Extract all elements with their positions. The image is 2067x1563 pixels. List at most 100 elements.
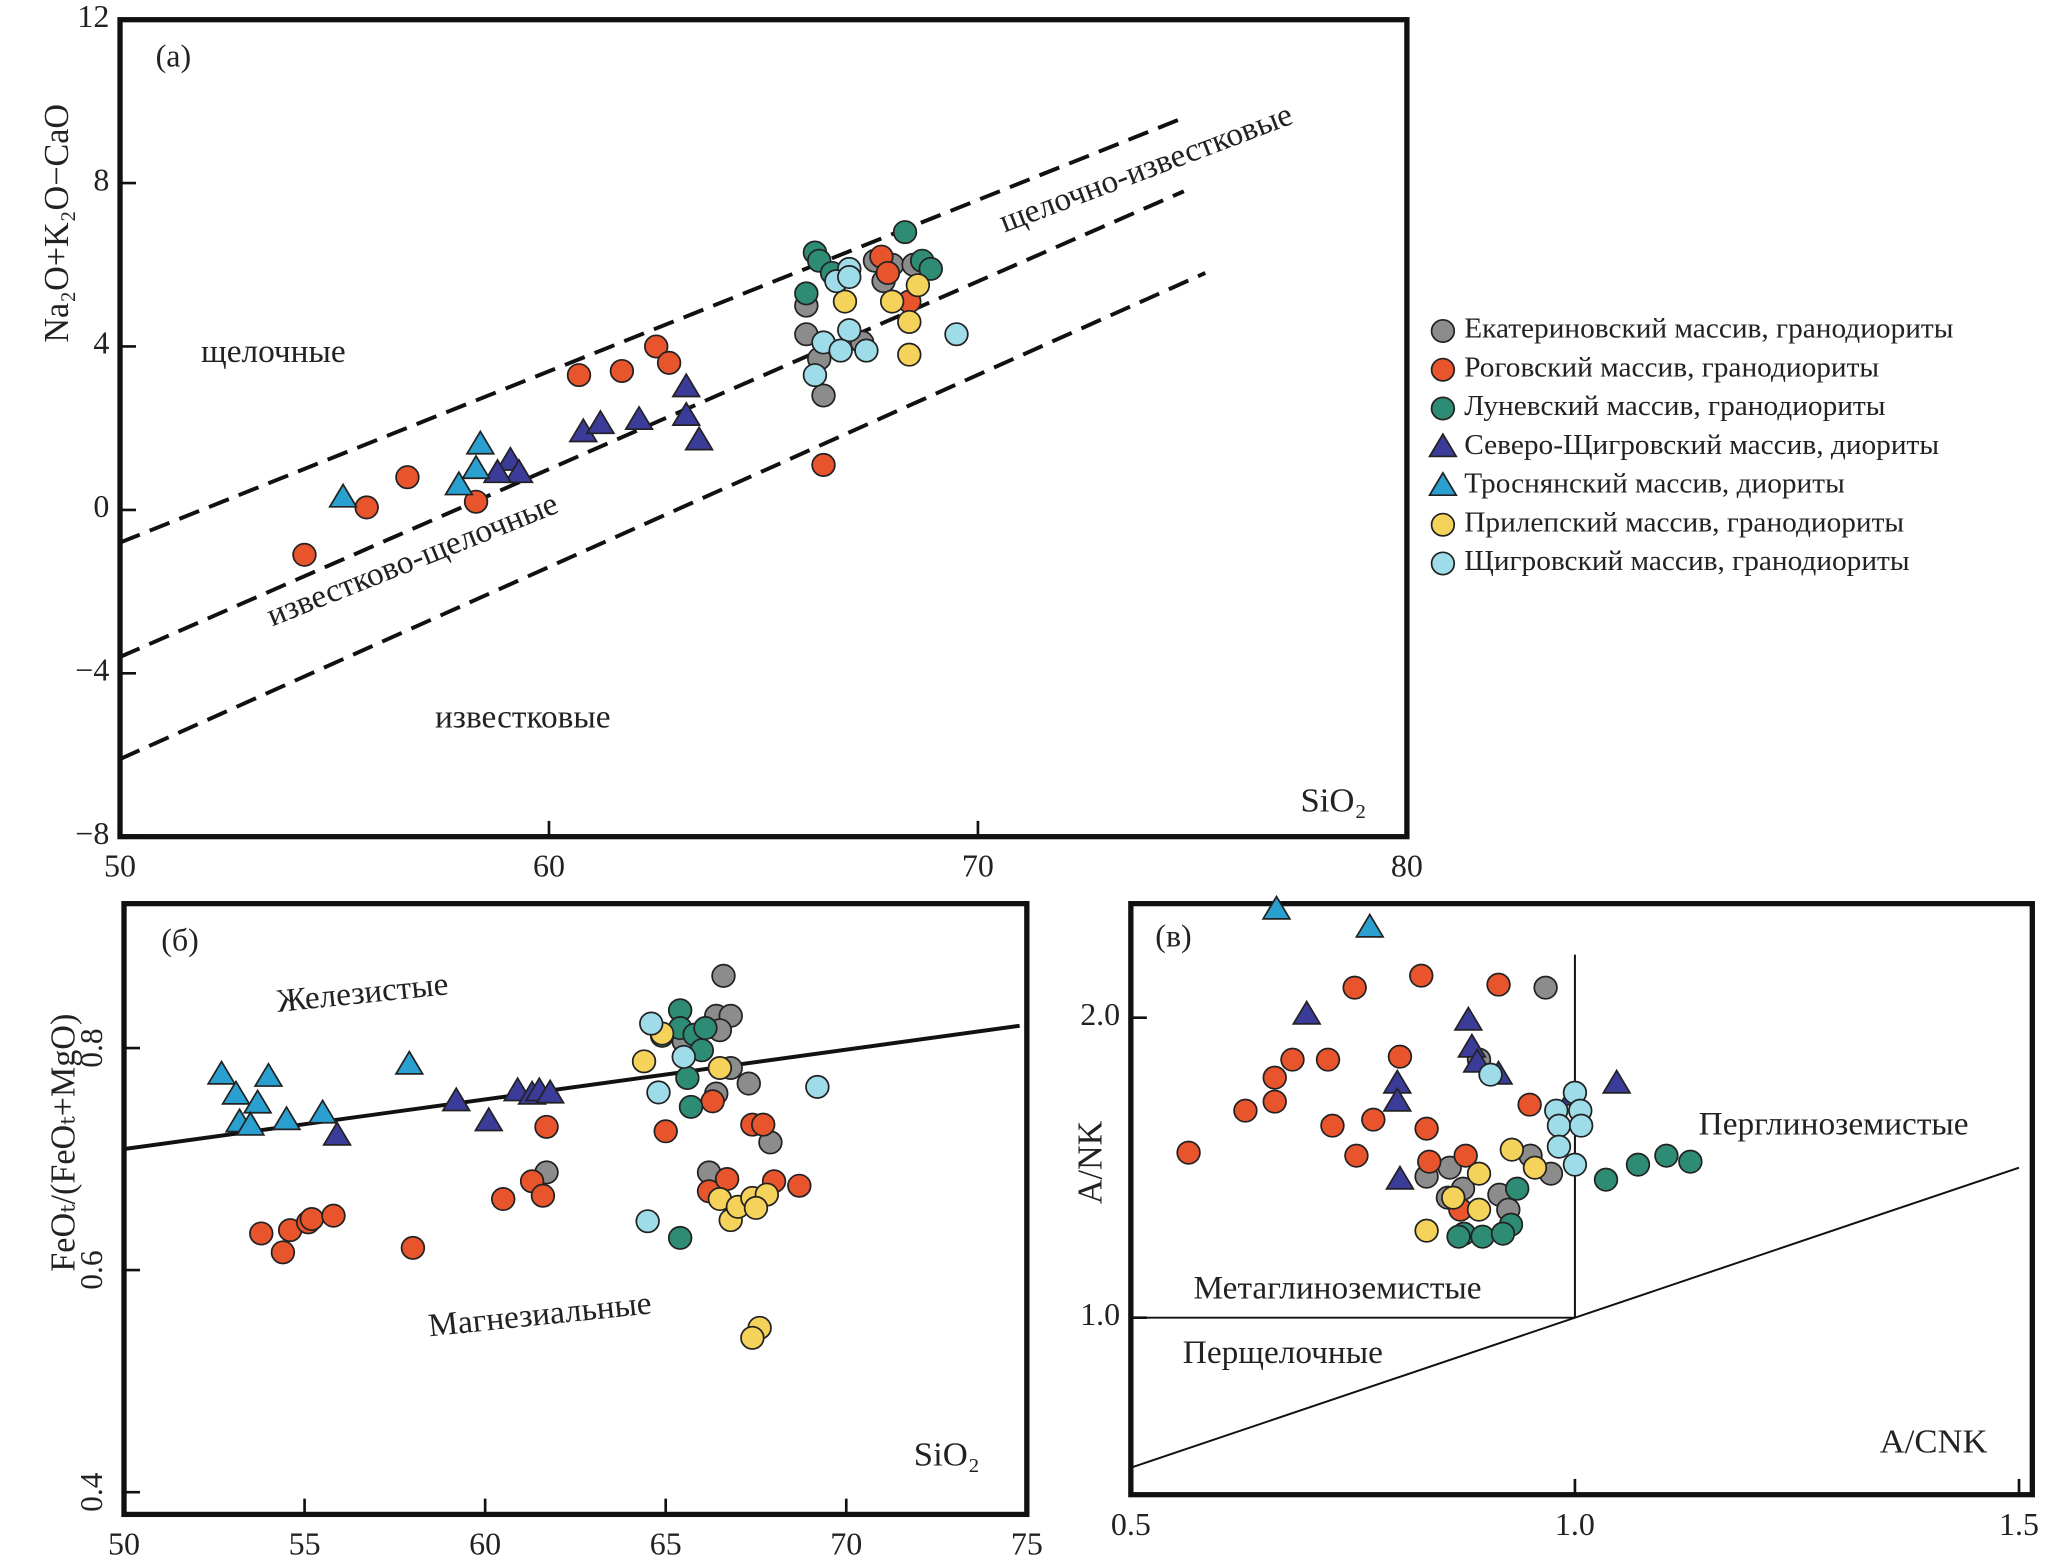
y-tick-label: 0.8: [74, 1028, 109, 1067]
x-tick-label: 75: [1011, 1527, 1043, 1562]
boundary-line: [119, 189, 1185, 659]
data-point: [707, 1055, 733, 1081]
x-tick-label: 65: [650, 1527, 682, 1562]
x-tick-label: 1.5: [1999, 1507, 2039, 1542]
y-axis-label: A/NK: [1071, 1121, 1109, 1205]
data-point: [1517, 1092, 1542, 1117]
data-point: [811, 383, 836, 408]
legend-label: Луневский массив, гранодиориты: [1464, 390, 1885, 422]
plot-frame: [1128, 901, 2035, 1498]
data-point: [802, 363, 828, 388]
data-point: [624, 405, 654, 431]
data-point: [1382, 1086, 1413, 1112]
data-point: [1593, 1167, 1619, 1192]
y-tick-label: 0: [93, 489, 109, 524]
data-point: [751, 1112, 776, 1137]
data-point: [905, 273, 931, 298]
data-point: [879, 289, 905, 314]
y-tick-label: 12: [77, 0, 109, 34]
y-tick-label: 4: [93, 326, 109, 361]
region-label: Железистые: [275, 967, 450, 1020]
data-point: [249, 1221, 274, 1246]
data-point: [354, 495, 379, 520]
data-point: [700, 1089, 725, 1114]
data-point: [566, 363, 592, 388]
data-point: [1625, 1152, 1651, 1177]
data-point: [837, 318, 862, 343]
y-tick-label: 2.0: [1080, 997, 1120, 1032]
region-label: известковые: [435, 700, 611, 736]
data-point: [235, 1110, 266, 1136]
data-point: [639, 1011, 664, 1036]
data-point: [678, 1094, 704, 1119]
boundary-line: [119, 271, 1207, 761]
data-point: [1601, 1068, 1632, 1094]
data-point: [1233, 1098, 1258, 1123]
legend-marker: [1430, 551, 1456, 576]
legend-marker: [1430, 318, 1456, 344]
data-point: [671, 401, 702, 426]
y-tick-label: −4: [75, 653, 109, 688]
legend-label: Роговский массив, гранодиориты: [1464, 352, 1879, 384]
y-tick-label: 0.4: [74, 1472, 109, 1512]
y-axis-label: FeOₜ/(FeOₜ+MgO): [44, 1014, 82, 1272]
region-label: Метаглиноземистые: [1193, 1271, 1481, 1307]
data-point: [811, 452, 836, 477]
data-point: [1562, 1152, 1588, 1177]
data-point: [490, 1187, 516, 1212]
panel-label: (а): [156, 39, 192, 74]
x-tick-label: 70: [830, 1527, 862, 1562]
data-point: [918, 256, 943, 281]
data-point: [743, 1195, 769, 1220]
data-point: [1320, 1113, 1345, 1138]
data-point: [441, 1086, 472, 1112]
data-point: [944, 322, 969, 347]
data-point: [271, 1105, 302, 1131]
data-point: [1344, 1143, 1369, 1168]
data-point: [292, 542, 317, 567]
data-point: [1291, 999, 1322, 1025]
data-point: [684, 425, 714, 451]
data-point: [1262, 1089, 1287, 1114]
data-point: [656, 350, 682, 375]
data-point: [1262, 1065, 1287, 1090]
y-tick-label: −8: [75, 816, 109, 851]
data-point: [1414, 1116, 1439, 1141]
legend-marker: [1428, 471, 1458, 497]
data-point: [473, 1106, 504, 1132]
panel-label: (б): [161, 922, 199, 957]
x-tick-label: 60: [469, 1527, 501, 1562]
data-point: [1176, 1140, 1201, 1165]
data-point: [482, 458, 513, 484]
data-point: [711, 963, 736, 988]
x-tick-label: 50: [104, 849, 136, 884]
data-point: [644, 334, 669, 359]
x-tick-label: 70: [962, 849, 994, 884]
data-point: [1417, 1149, 1442, 1174]
data-point: [653, 1119, 678, 1144]
legend-label: Прилепский массив, гранодиориты: [1464, 507, 1904, 539]
y-axis-label: Na₂O+K₂O−CaO: [38, 104, 76, 343]
data-point: [394, 1049, 425, 1075]
data-point: [461, 454, 491, 480]
y-tick-label: 1.0: [1080, 1297, 1120, 1332]
legend-label: Троснянский массив, диориты: [1464, 468, 1845, 500]
legend-marker: [1430, 357, 1456, 382]
data-point: [463, 489, 489, 514]
legend-marker: [1428, 432, 1458, 458]
x-tick-label: 80: [1391, 849, 1423, 884]
data-point: [1654, 1143, 1679, 1168]
data-point: [221, 1079, 251, 1105]
data-point: [307, 1098, 338, 1124]
data-point: [465, 429, 496, 455]
data-point: [1409, 963, 1434, 988]
x-axis-label: SiO₂: [1301, 782, 1367, 820]
data-point: [892, 220, 918, 245]
data-point: [736, 1071, 761, 1096]
data-point: [740, 1325, 765, 1350]
data-point: [1441, 1185, 1466, 1210]
data-point: [667, 1225, 693, 1250]
data-point: [1499, 1137, 1525, 1162]
plot-frame: [117, 17, 1410, 840]
